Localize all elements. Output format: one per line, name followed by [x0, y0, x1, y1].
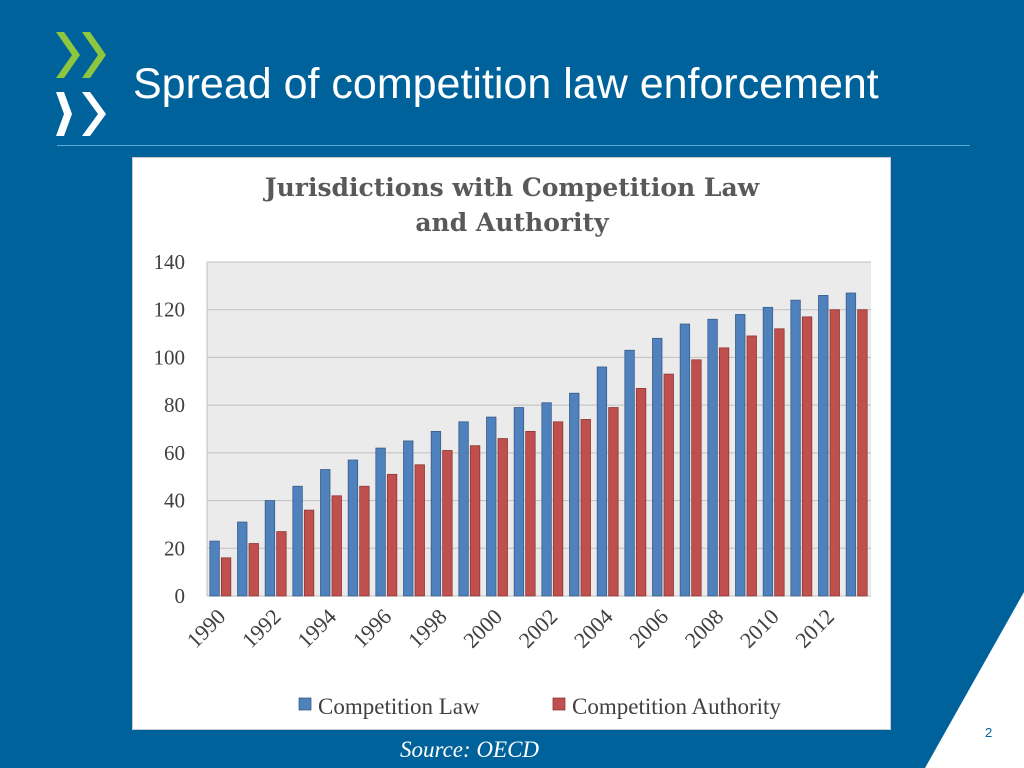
y-tick-label: 100 — [154, 345, 186, 369]
chart-panel: Jurisdictions with Competition Law and Au… — [132, 157, 891, 730]
bar-competition-law-2013 — [845, 292, 857, 597]
y-tick-label: 140 — [154, 250, 186, 274]
bar-competition-authority-1991 — [248, 543, 259, 597]
bar-competition-authority-2008 — [718, 347, 730, 597]
bar-competition-law-1993 — [292, 485, 303, 597]
y-tick-label: 20 — [164, 536, 185, 560]
bar-competition-authority-1998 — [442, 450, 453, 597]
legend-label-competition-authority: Competition Authority — [572, 694, 781, 719]
bar-competition-authority-1993 — [303, 509, 315, 597]
chart-title-line: and Authority — [415, 208, 610, 237]
bar-competition-law-1998 — [430, 430, 442, 597]
bar-competition-authority-2005 — [635, 388, 647, 597]
bar-competition-law-2006 — [652, 337, 663, 597]
bar-competition-law-1992 — [264, 500, 276, 597]
legend-swatch-competition-authority — [552, 697, 566, 711]
bar-competition-law-2012 — [818, 294, 829, 597]
legend-swatch-competition-law — [298, 697, 312, 711]
x-tick-label: 1992 — [237, 604, 286, 653]
bar-competition-authority-2000 — [497, 438, 508, 597]
chart-title-line: Jurisdictions with Competition Law — [263, 173, 761, 202]
x-tick-label: 2004 — [569, 604, 618, 653]
x-tick-label: 2002 — [514, 604, 563, 653]
bar-competition-law-1995 — [347, 459, 359, 597]
y-tick-label: 80 — [164, 393, 185, 417]
y-tick-label: 40 — [164, 489, 185, 513]
y-tick-label: 120 — [154, 298, 186, 322]
bar-competition-law-2005 — [624, 349, 635, 597]
legend-label-competition-law: Competition Law — [318, 694, 480, 719]
bar-competition-law-2009 — [735, 314, 746, 597]
bar-competition-authority-2007 — [691, 359, 702, 597]
x-tick-label: 1998 — [403, 604, 452, 653]
plot-area — [207, 262, 871, 596]
bar-competition-authority-1992 — [276, 531, 287, 597]
bar-competition-authority-2004 — [608, 407, 619, 597]
bar-chart: Jurisdictions with Competition Law and Au… — [154, 173, 871, 719]
bar-competition-authority-2012 — [829, 309, 840, 597]
bar-competition-law-2001 — [513, 407, 525, 597]
bar-competition-law-2004 — [596, 366, 608, 597]
bar-competition-authority-1994 — [331, 495, 342, 597]
x-tick-label: 2008 — [680, 604, 729, 653]
bar-competition-authority-2013 — [857, 309, 868, 597]
bar-competition-authority-2011 — [801, 316, 813, 597]
bar-competition-law-1990 — [209, 540, 220, 597]
slide-title: Spread of competition law enforcement — [133, 60, 879, 108]
bar-competition-authority-2009 — [746, 335, 757, 597]
bar-competition-authority-2010 — [774, 328, 785, 597]
oecd-logo-chevrons — [56, 32, 106, 136]
x-tick-label: 2000 — [458, 604, 507, 653]
x-tick-label: 2006 — [624, 604, 673, 653]
title-divider — [57, 145, 970, 146]
logo-chevron-lower-right — [82, 92, 106, 136]
bar-competition-law-2011 — [790, 299, 801, 597]
logo-chevron-upper-right — [82, 32, 106, 78]
bar-competition-authority-1997 — [414, 464, 425, 597]
bar-competition-authority-2003 — [580, 419, 591, 597]
bar-competition-authority-2001 — [525, 430, 536, 597]
x-tick-label: 1990 — [182, 604, 231, 653]
x-tick-label: 1996 — [348, 604, 397, 653]
x-tick-label: 2010 — [735, 604, 784, 653]
bar-competition-law-2000 — [486, 416, 497, 597]
bar-competition-authority-1995 — [359, 485, 370, 597]
bar-competition-law-1996 — [375, 447, 386, 597]
bar-competition-law-1994 — [320, 469, 331, 597]
logo-chevron-upper-left — [56, 32, 80, 78]
bar-competition-law-1991 — [237, 521, 248, 597]
source-note: Source: OECD — [400, 737, 540, 762]
bar-competition-authority-1990 — [220, 557, 232, 597]
bar-competition-law-1997 — [403, 440, 414, 597]
x-tick-label: 2012 — [790, 604, 839, 653]
bar-competition-authority-1996 — [386, 473, 398, 597]
y-tick-label: 0 — [175, 584, 186, 608]
bar-competition-law-1999 — [458, 421, 469, 597]
bar-competition-law-2002 — [541, 402, 552, 597]
bar-competition-law-2008 — [707, 318, 718, 597]
bar-competition-authority-2006 — [663, 373, 674, 597]
bar-competition-law-2003 — [569, 392, 580, 597]
bar-competition-authority-1999 — [469, 445, 481, 597]
page-number: 2 — [985, 725, 993, 740]
bar-competition-law-2010 — [762, 306, 774, 597]
y-tick-label: 60 — [164, 441, 185, 465]
logo-chevron-lower-left — [56, 92, 72, 136]
bar-competition-authority-2002 — [552, 421, 564, 597]
bar-competition-law-2007 — [679, 323, 691, 597]
x-tick-label: 1994 — [292, 604, 341, 653]
